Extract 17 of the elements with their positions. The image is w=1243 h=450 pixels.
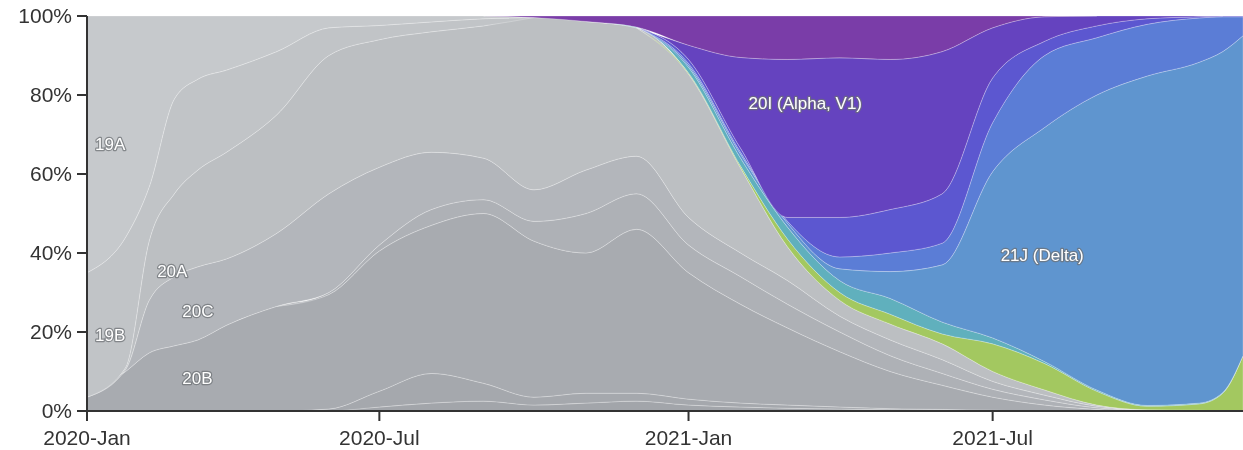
series-label: 21J (Delta) <box>1000 245 1084 265</box>
y-tick-label: 20% <box>29 320 72 344</box>
series-label: 20B <box>182 369 213 389</box>
x-tick-label: 2021-Jan <box>644 426 733 450</box>
y-tick-label: 0% <box>41 399 72 423</box>
series-label: 19B <box>95 325 126 345</box>
y-tick-label: 80% <box>29 83 72 107</box>
y-tick-label: 40% <box>29 241 72 265</box>
x-tick-label: 2020-Jan <box>43 426 131 450</box>
series-label: 20C <box>182 302 214 322</box>
series-label: 20A <box>157 261 189 281</box>
y-tick-label: 60% <box>29 162 72 186</box>
series-label: 19A <box>95 135 126 155</box>
series-label: 20I (Alpha, V1) <box>748 93 863 113</box>
y-tick-label: 100% <box>18 4 72 28</box>
x-tick-label: 2020-Jul <box>339 426 420 450</box>
x-tick-label: 2021-Jul <box>952 426 1033 450</box>
